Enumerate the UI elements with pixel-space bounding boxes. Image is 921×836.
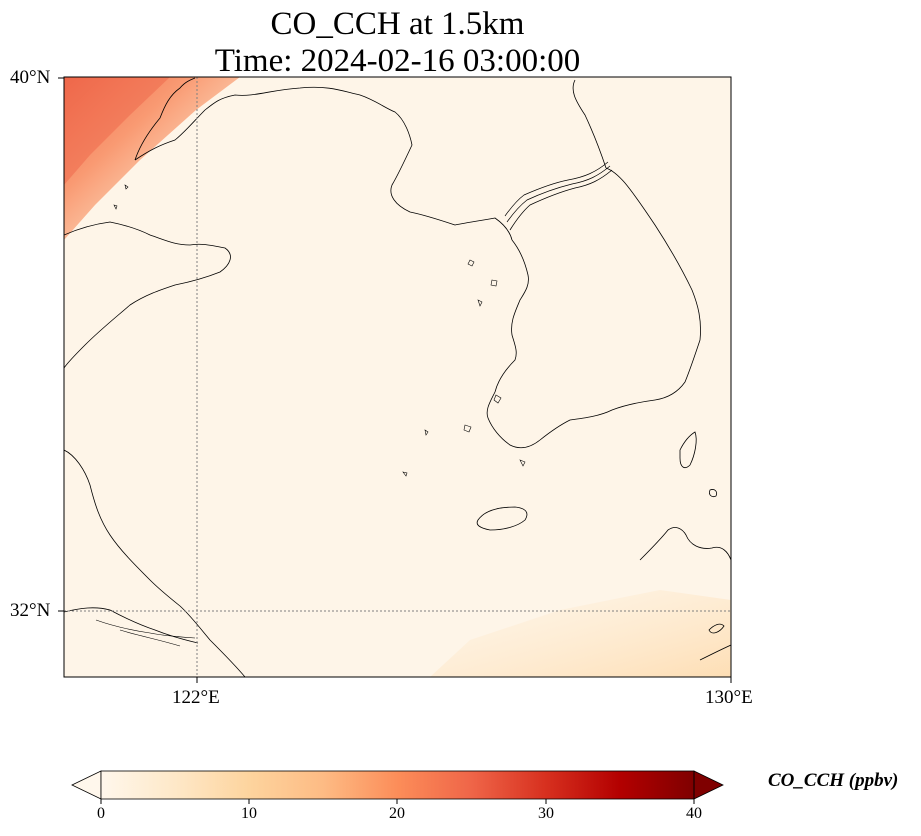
colorbar-tick-0: 0 xyxy=(97,805,105,822)
map-ticks xyxy=(58,77,732,683)
lon-label-130e: 130°E xyxy=(705,687,753,708)
gridlines xyxy=(64,77,731,677)
colorbar-tick-40: 40 xyxy=(686,805,702,822)
lat-label-40n: 40°N xyxy=(10,67,51,88)
coastline xyxy=(64,77,731,677)
map-frame xyxy=(63,76,732,678)
colorbar-tick-30: 30 xyxy=(538,805,554,822)
map-title-line2: Time: 2024-02-16 03:00:00 xyxy=(214,43,581,79)
map-title-line1: CO_CCH at 1.5km xyxy=(270,6,525,42)
colorbar xyxy=(71,770,724,804)
colorbar-extend-min xyxy=(71,770,102,800)
southeast-moderate-area xyxy=(430,590,731,677)
colorbar-label: CO_CCH (ppbv) xyxy=(768,770,899,791)
colorbar-body xyxy=(101,771,694,799)
colorbar-tick-10: 10 xyxy=(241,805,257,822)
lon-label-122e: 122°E xyxy=(172,687,220,708)
lat-label-32n: 32°N xyxy=(10,600,51,621)
plume-edge xyxy=(64,77,170,185)
colorbar-tick-20: 20 xyxy=(389,805,405,822)
concentration-background xyxy=(64,77,731,677)
colorbar-extend-max xyxy=(693,770,724,800)
